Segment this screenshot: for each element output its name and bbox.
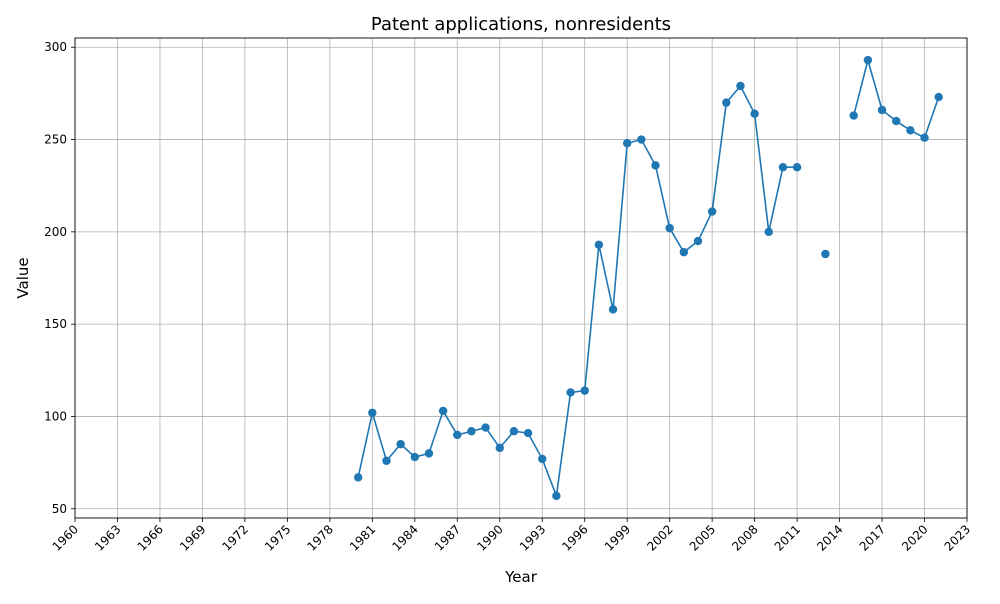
y-axis-ticks: 50 100 150 200 250 300 [44, 40, 75, 516]
x-tick-label: 1993 [517, 522, 548, 553]
x-tick-label: 1996 [559, 522, 590, 553]
data-point [424, 449, 434, 458]
data-point [438, 406, 448, 416]
data-point [538, 454, 547, 464]
x-tick-label: 2005 [687, 522, 718, 553]
data-point [410, 452, 420, 462]
data-point [637, 135, 646, 144]
y-tick-label: 150 [44, 317, 67, 331]
data-point [481, 423, 490, 432]
y-tick-label: 250 [44, 133, 67, 147]
data-point [368, 408, 377, 417]
x-tick-label: 1966 [135, 522, 166, 553]
x-tick-label: 1990 [474, 522, 505, 553]
y-tick-label: 100 [44, 409, 67, 423]
x-tick-label: 1978 [304, 522, 335, 553]
x-tick-label: 2023 [942, 522, 973, 553]
data-point [693, 236, 703, 246]
data-point [863, 55, 873, 65]
data-point [892, 116, 901, 126]
x-tick-label: 2011 [772, 522, 803, 553]
series-line [852, 57, 940, 139]
data-point [736, 81, 745, 91]
x-tick-label: 2008 [729, 522, 760, 553]
x-tick-label: 1972 [220, 522, 251, 553]
x-axis-ticks: 1960 1963 1966 1969 1972 1975 1978 1981 1984 1987… [50, 518, 973, 554]
data-point [467, 427, 476, 436]
data-point [566, 388, 575, 397]
data-point [651, 161, 660, 170]
x-tick-label: 2002 [644, 522, 675, 553]
grid [74, 38, 968, 518]
data-point [707, 207, 717, 216]
data-point [396, 439, 405, 449]
x-tick-label: 1987 [432, 522, 463, 553]
y-tick-label: 50 [52, 502, 67, 516]
x-tick-label: 2017 [857, 522, 888, 553]
data-point [849, 111, 858, 120]
data-point [353, 473, 363, 482]
data-point [523, 428, 533, 438]
data-point [906, 126, 915, 135]
plot-frame [74, 37, 968, 519]
data-point [792, 163, 802, 172]
x-tick-label: 1960 [50, 522, 81, 553]
data-point [594, 240, 604, 249]
data-point [495, 443, 504, 453]
data-point [679, 247, 689, 257]
data-point [877, 105, 887, 115]
data-point [665, 223, 674, 233]
data-point [821, 249, 830, 259]
data-point [764, 227, 773, 237]
data-point [509, 427, 519, 436]
data-point [934, 92, 943, 102]
data-point [453, 430, 462, 440]
data-point [580, 386, 589, 395]
y-axis-title: Value [14, 257, 32, 298]
y-tick-label: 200 [44, 225, 67, 239]
x-tick-label: 1999 [602, 522, 633, 553]
x-axis-title: Year [504, 568, 538, 586]
data-point [382, 456, 391, 465]
data-point [622, 139, 632, 148]
data-point [778, 163, 788, 172]
x-tick-label: 2014 [814, 522, 845, 553]
y-tick-label: 300 [44, 40, 67, 54]
data-point [552, 491, 561, 501]
x-tick-label: 2020 [899, 522, 930, 553]
chart-title: Patent applications, nonresidents [371, 14, 671, 35]
series-line [357, 84, 798, 497]
data-point [608, 305, 618, 314]
x-tick-label: 1969 [177, 522, 208, 553]
x-tick-label: 1984 [389, 522, 420, 553]
x-tick-label: 1981 [347, 522, 378, 553]
x-tick-label: 1975 [262, 522, 293, 553]
x-tick-label: 1963 [92, 522, 123, 553]
data-point [722, 98, 731, 107]
series-line-layer [357, 57, 940, 497]
data-point [750, 109, 759, 118]
data-point [920, 133, 929, 142]
data-points [353, 55, 943, 501]
